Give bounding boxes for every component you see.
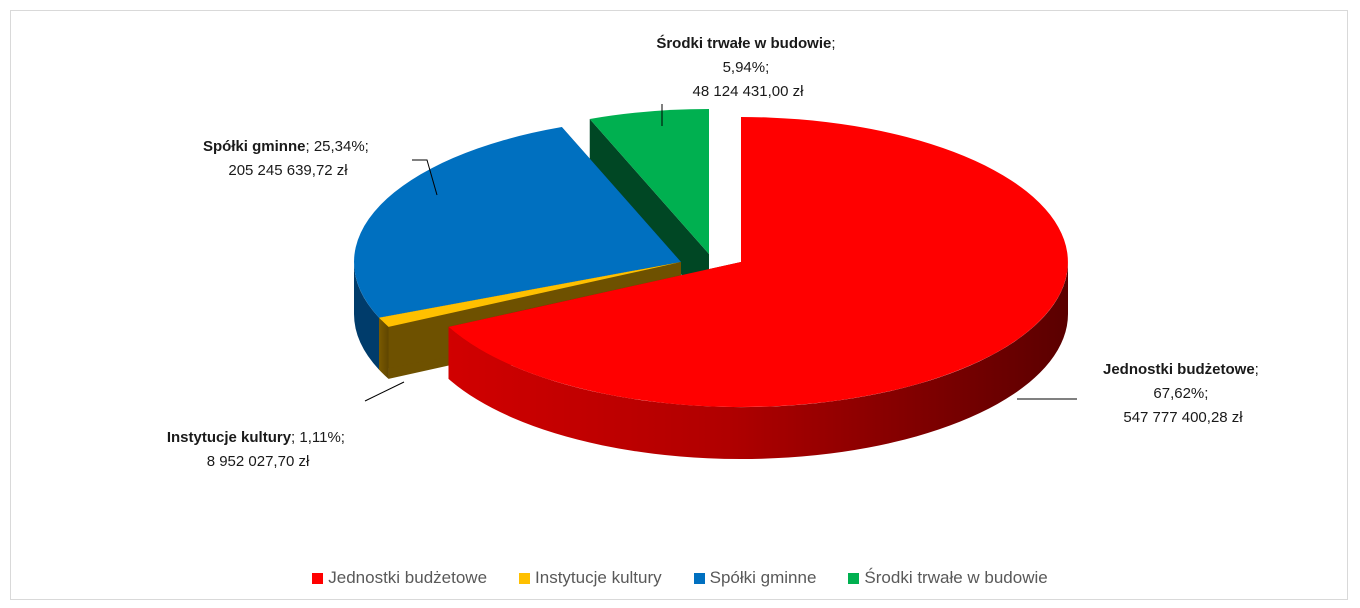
legend-item-spolki: Spółki gminne <box>693 568 817 588</box>
label-instytucje-name: Instytucje kultury <box>167 429 292 446</box>
legend-item-instytucje: Instytucje kultury <box>519 568 662 588</box>
label-instytucje-kultury: Instytucje kultury; 1,11%; 8 952 027,70 … <box>167 429 349 470</box>
label-jednostki-percent: 67,62%; <box>1153 385 1208 402</box>
label-spolki-name: Spółki gminne <box>203 138 306 155</box>
legend-swatch-gold <box>519 572 531 584</box>
label-instytucje-percent: 1,11%; <box>299 429 345 446</box>
label-jednostki-name: Jednostki budżetowe <box>1103 361 1255 378</box>
pie-side-spolki <box>354 262 380 370</box>
label-srodki-trwale: Środki trwałe w budowie; 5,94%; 48 124 4… <box>656 34 839 100</box>
label-spolki-amount: 205 245 639,72 zł <box>228 162 348 179</box>
pie-top-srodki <box>589 109 709 254</box>
label-jednostki-amount: 547 777 400,28 zł <box>1123 409 1243 426</box>
label-srodki-percent: 5,94%; <box>723 59 770 76</box>
legend-item-jednostki: Jednostki budżetowe <box>312 568 487 588</box>
legend-swatch-red <box>312 572 324 584</box>
legend-swatch-green <box>848 572 860 584</box>
pie-top-instytucje <box>379 262 681 327</box>
leader-spolki <box>412 159 438 196</box>
label-instytucje-amount: 8 952 027,70 zł <box>207 453 310 470</box>
pie-wall-srodki <box>589 118 709 306</box>
legend: Jednostki budżetowe Instytucje kultury S… <box>0 566 1360 590</box>
legend-swatch-blue <box>693 572 705 584</box>
pie-slice-jednostki <box>448 117 1069 459</box>
leader-instytucje <box>364 381 405 402</box>
label-srodki-amount: 48 124 431,00 zł <box>693 83 805 100</box>
pie-slice-srodki <box>589 109 709 306</box>
legend-label: Środki trwałe w budowie <box>864 568 1048 587</box>
legend-label: Instytucje kultury <box>535 568 662 587</box>
legend-label: Jednostki budżetowe <box>328 568 488 587</box>
pie-top-jednostki <box>448 117 1068 407</box>
pie-side-instytucje <box>379 317 389 379</box>
legend-item-srodki: Środki trwałe w budowie <box>848 568 1048 588</box>
label-srodki-name: Środki trwałe w budowie <box>656 34 831 52</box>
pie-top-spolki <box>354 127 681 318</box>
label-jednostki-budzetowe: Jednostki budżetowe; 67,62%; 547 777 400… <box>1103 361 1263 426</box>
pie-side-jednostki <box>448 262 1069 459</box>
legend-label: Spółki gminne <box>709 568 817 587</box>
label-spolki-percent: 25,34%; <box>314 138 369 155</box>
label-spolki-gminne: Spółki gminne; 25,34%; 205 245 639,72 zł <box>203 138 373 179</box>
